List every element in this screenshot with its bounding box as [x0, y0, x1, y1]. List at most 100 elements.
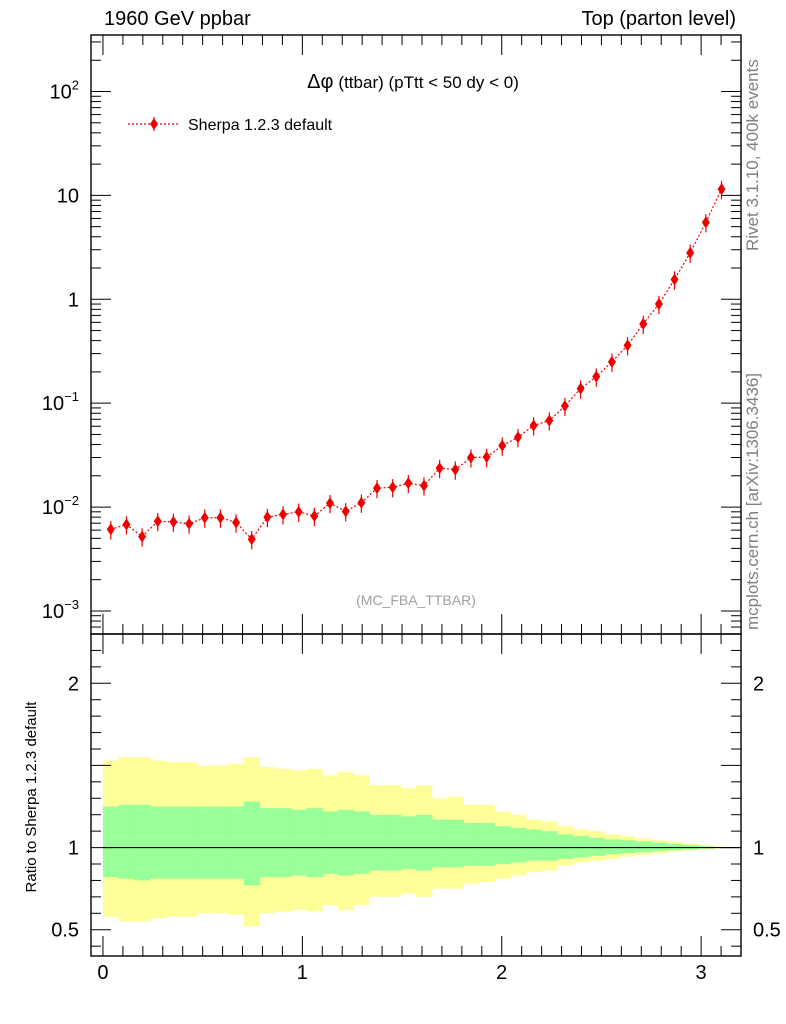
data-point — [419, 479, 428, 492]
band-inner-bin — [228, 806, 245, 879]
band-inner-bin — [447, 819, 464, 868]
data-point — [451, 463, 460, 476]
band-inner-bin — [102, 806, 120, 878]
data-point — [560, 399, 569, 412]
band-inner-bin — [400, 816, 417, 869]
data-point — [623, 339, 632, 352]
band-inner-bin — [118, 804, 135, 879]
data-point — [576, 382, 585, 395]
data-point — [513, 431, 522, 444]
tick-labels: 10−3 10−2 10−1 1 10 102 0 1 2 3 0.5 0.5 1 1 2 2 — [42, 78, 781, 984]
band-inner-bin — [431, 819, 449, 868]
band-inner-bin — [557, 834, 574, 860]
ratio-y-axis-label: Ratio to Sherpa 1.2.3 default — [23, 701, 40, 893]
band-inner-bin — [322, 811, 339, 874]
data-point — [263, 511, 272, 524]
y-tick-label: 102 — [50, 78, 79, 104]
x-tick-label: 1 — [297, 962, 308, 984]
series-line — [110, 188, 723, 541]
band-inner-bin — [588, 837, 605, 856]
band-inner-bin — [604, 839, 621, 855]
y-tick-label: 10−3 — [42, 597, 79, 623]
ratio-y-tick-label: 0.5 — [51, 920, 79, 942]
band-inner-bin — [353, 811, 370, 874]
data-point — [607, 355, 616, 368]
band-inner-bin — [619, 840, 637, 854]
data-point — [341, 505, 350, 518]
data-point — [701, 216, 710, 229]
data-point — [200, 511, 209, 524]
data-point — [529, 419, 538, 432]
band-inner-bin — [196, 806, 214, 879]
data-point — [153, 515, 162, 528]
band-inner-bin — [259, 808, 276, 878]
data-point — [232, 516, 241, 529]
y-tick-label: 10 — [57, 185, 79, 207]
data-point — [466, 451, 475, 464]
data-point — [435, 462, 444, 475]
data-point — [279, 508, 288, 521]
data-point — [185, 517, 194, 530]
axes — [90, 34, 742, 957]
data-point — [592, 370, 601, 383]
ratio-bands — [102, 757, 741, 927]
ratio-frame — [90, 633, 742, 957]
band-inner-bin — [181, 806, 198, 879]
y-tick-label: 10−1 — [42, 389, 79, 415]
band-inner-bin — [572, 836, 590, 858]
band-inner-bin — [149, 806, 167, 879]
band-inner-bin — [165, 806, 182, 879]
band-inner-bin — [494, 826, 511, 864]
chart-text: Δφ (ttbar) (pTtt < 50 dy < 0) (MC_FBA_TTBA… — [23, 71, 519, 892]
data-point — [373, 482, 381, 495]
band-inner-bin — [275, 808, 292, 878]
data-point — [247, 533, 256, 546]
data-point — [498, 439, 507, 452]
legend-marker — [150, 118, 158, 130]
analysis-watermark: (MC_FBA_TTBAR) — [356, 592, 476, 608]
band-inner-bin — [212, 806, 229, 879]
data-point — [357, 496, 366, 509]
data-point — [654, 298, 663, 311]
band-inner-bin — [384, 814, 402, 871]
band-inner-bin — [416, 814, 433, 871]
data-point — [639, 317, 648, 330]
tick-marks — [91, 35, 742, 956]
band-inner-bin — [463, 822, 480, 866]
header-right-label: Top (parton level) — [581, 8, 736, 30]
legend-label: Sherpa 1.2.3 default — [188, 117, 333, 134]
x-tick-label: 0 — [97, 962, 108, 984]
data-point — [169, 515, 178, 528]
band-inner-bin — [243, 801, 261, 886]
ratio-y-tick-label-right: 2 — [753, 673, 764, 695]
data-point — [482, 451, 491, 464]
x-tick-label: 3 — [696, 962, 707, 984]
band-inner-bin — [635, 841, 652, 853]
band-inner-bin — [541, 831, 558, 861]
data-point — [138, 530, 147, 543]
data-point — [216, 511, 225, 524]
band-inner-bin — [651, 842, 668, 852]
data-point — [326, 497, 335, 510]
data-point — [404, 477, 413, 490]
header-left-label: 1960 GeV ppbar — [104, 8, 251, 30]
data-point — [310, 510, 319, 523]
x-tick-label: 2 — [496, 962, 507, 984]
y-tick-label: 1 — [68, 289, 79, 311]
band-inner-bin — [306, 808, 323, 878]
band-inner-bin — [525, 829, 543, 861]
data-point — [670, 273, 679, 286]
ratio-y-tick-label-right: 0.5 — [753, 920, 781, 942]
data-point — [106, 523, 115, 536]
y-tick-label: 10−2 — [42, 493, 79, 519]
data-point — [717, 183, 726, 196]
data-point — [122, 518, 131, 531]
chart-title: Δφ (ttbar) (pTtt < 50 dy < 0) — [307, 71, 519, 93]
band-inner-bin — [510, 827, 527, 863]
band-inner-bin — [369, 814, 386, 871]
band-inner-bin — [134, 804, 151, 881]
ratio-y-tick-label: 2 — [68, 673, 79, 695]
data-point — [686, 246, 695, 259]
data-point — [545, 414, 554, 427]
